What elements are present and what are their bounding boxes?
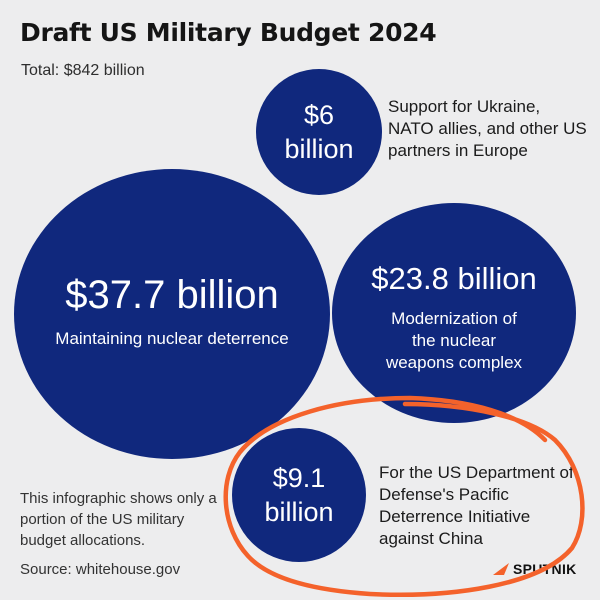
bubble-amount: $23.8 billion [371, 261, 537, 296]
source-text: Source: whitehouse.gov [20, 561, 181, 578]
label-pacific-deterrence: For the US Department of Defense's Pacif… [379, 463, 574, 548]
bubble-unit: billion [264, 497, 334, 527]
label-ukraine-support: Support for Ukraine, NATO allies, and ot… [388, 97, 587, 160]
bubble-amount: $6 [303, 100, 335, 130]
bubble-amount: $37.7 billion [65, 273, 279, 317]
footnote: This infographic shows only a portion of… [20, 490, 217, 549]
bubble-nuclear-modernization: $23.8 billion Modernization of the nucle… [332, 203, 576, 423]
chart-title: Draft US Military Budget 2024 [20, 18, 437, 47]
chart-subtitle: Total: $842 billion [21, 62, 145, 79]
bubble-ukraine-support: $6 billion [256, 69, 382, 195]
brand-logo: SPUTNIK [492, 561, 577, 577]
bubble-amount: $9.1 [272, 463, 326, 493]
bubble-unit: billion [284, 134, 354, 164]
brand-name: SPUTNIK [513, 561, 577, 577]
bubble-label: Modernization of the nuclear weapons com… [385, 309, 523, 372]
bubble-label: Maintaining nuclear deterrence [55, 329, 289, 348]
bubble-pacific-deterrence: $9.1 billion [232, 428, 366, 562]
sputnik-arrow-icon [493, 563, 509, 575]
bubble-nuclear-deterrence: $37.7 billion Maintaining nuclear deterr… [14, 169, 330, 459]
